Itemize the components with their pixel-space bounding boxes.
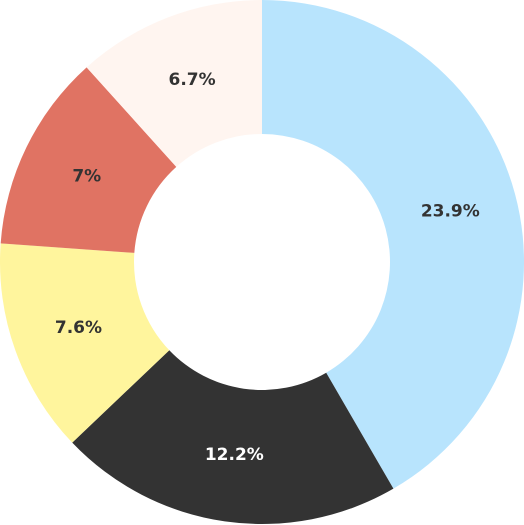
- slice-label: 7.6%: [55, 318, 102, 338]
- slice: [86, 0, 262, 167]
- slice: [72, 350, 394, 524]
- slice-label: 23.9%: [421, 201, 480, 221]
- slice-label: 12.2%: [205, 445, 264, 465]
- slice: [0, 243, 170, 443]
- slice-label: 7%: [72, 166, 101, 186]
- slice-label: 6.7%: [169, 70, 216, 90]
- slice: [262, 0, 524, 489]
- slice: [0, 67, 177, 253]
